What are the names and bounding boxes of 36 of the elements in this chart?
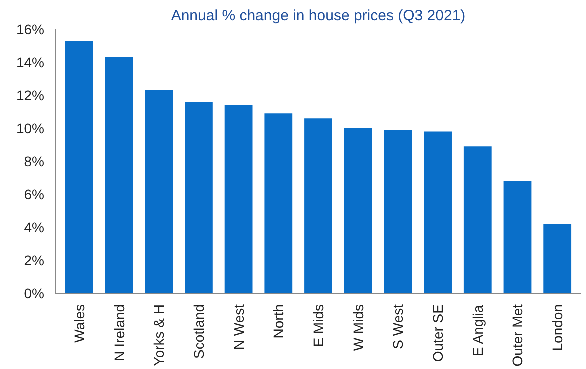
y-tick-label: 10% xyxy=(16,120,45,136)
y-tick-label: 2% xyxy=(24,252,44,268)
y-tick-label: 4% xyxy=(24,220,44,236)
bar xyxy=(185,102,213,294)
x-tick-label: N Ireland xyxy=(111,304,128,362)
y-tick-label: 16% xyxy=(16,22,45,38)
x-tick-label: E Mids xyxy=(310,304,326,348)
x-tick-label: Outer SE xyxy=(430,304,446,362)
x-tick-label: Yorks & H xyxy=(151,304,168,366)
x-tick-label: S West xyxy=(390,304,406,350)
x-tick-label: N West xyxy=(230,304,247,350)
x-tick-label: London xyxy=(550,304,566,352)
x-tick-label: Wales xyxy=(71,304,88,343)
bar xyxy=(264,114,293,294)
chart-title: Annual % change in house prices (Q3 2021) xyxy=(171,8,466,24)
bar xyxy=(504,181,532,294)
bar xyxy=(65,41,94,294)
x-tick-label: North xyxy=(270,304,287,339)
x-tick-label: E Anglia xyxy=(470,305,486,357)
bar xyxy=(105,58,134,294)
y-tick-label: 6% xyxy=(24,186,44,202)
y-tick-label: 0% xyxy=(24,286,44,302)
bar xyxy=(544,224,572,294)
bar xyxy=(145,90,174,294)
bar xyxy=(424,132,452,294)
bar xyxy=(384,130,412,294)
bar xyxy=(464,146,492,294)
bar xyxy=(344,128,372,294)
x-tick-label: Outer Met xyxy=(510,304,526,367)
bar xyxy=(224,105,253,294)
y-tick-label: 14% xyxy=(16,54,45,70)
y-tick-label: 8% xyxy=(24,154,44,170)
y-tick-label: 12% xyxy=(16,88,45,104)
x-tick-label: W Mids xyxy=(350,304,366,352)
x-tick-label: Scotland xyxy=(190,304,207,359)
bar xyxy=(304,118,332,294)
